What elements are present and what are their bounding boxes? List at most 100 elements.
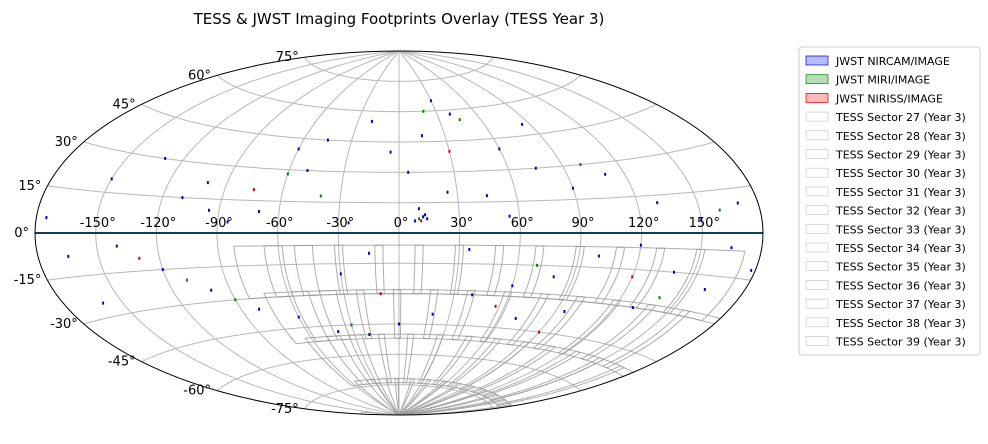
jwst-footprint-0-1 — [426, 217, 429, 221]
legend-swatch — [805, 242, 829, 253]
latitude-tick-label: -45° — [108, 355, 136, 370]
jwst-footprint-0-3 — [417, 207, 420, 211]
jwst-footprint-0-27 — [337, 330, 340, 334]
legend-label: TESS Sector 30 (Year 3) — [835, 167, 966, 180]
jwst-footprint-0-30 — [431, 312, 434, 316]
longitude-tick-label: 30° — [450, 216, 473, 231]
jwst-footprint-0-11 — [370, 119, 373, 123]
tess-sector-38-camera-1 — [628, 247, 706, 315]
jwst-footprint-1-9 — [234, 298, 237, 302]
jwst-footprint-0-23 — [161, 268, 164, 271]
parallel-line — [83, 141, 715, 173]
tess-sector-28-camera-3 — [326, 334, 382, 386]
tess-sector-39-camera-2 — [601, 309, 724, 378]
jwst-footprint-0-26 — [297, 315, 300, 319]
jwst-footprint-0-29 — [398, 322, 400, 326]
tess-sector-28-camera-1 — [263, 244, 321, 298]
legend-swatch — [805, 317, 829, 328]
jwst-footprint-0-35 — [639, 243, 642, 247]
legend: JWST NIRCAM/IMAGE JWST MIRI/IMAGE JWST NIR… — [798, 46, 981, 356]
legend-swatch — [805, 93, 829, 103]
jwst-footprint-0-43 — [226, 220, 229, 224]
jwst-footprint-0-2 — [424, 213, 427, 217]
jwst-footprint-0-31 — [471, 293, 474, 297]
longitude-tick-label: -30° — [326, 216, 354, 231]
map-boundary — [34, 50, 764, 416]
longitude-tick-label: 0° — [394, 216, 409, 231]
jwst-footprint-0-28 — [368, 333, 371, 336]
jwst-footprint-0-15 — [534, 166, 537, 170]
jwst-footprint-0-34 — [597, 254, 600, 258]
tess-sector-39-camera-1 — [662, 248, 746, 322]
parallel-line — [304, 56, 494, 82]
jwst-footprint-2-4 — [138, 256, 141, 260]
latitude-tick-label: 75° — [276, 50, 299, 65]
jwst-footprint-0-6 — [206, 181, 209, 185]
jwst-footprint-1-11 — [319, 194, 322, 198]
jwst-footprint-0-0 — [422, 215, 425, 219]
jwst-footprint-1-10 — [718, 208, 721, 212]
jwst-footprint-2-0 — [420, 219, 423, 223]
jwst-footprint-0-33 — [552, 275, 555, 279]
jwst-footprint-0-54 — [347, 221, 350, 225]
legend-swatch — [805, 55, 829, 66]
jwst-footprint-0-51 — [389, 150, 392, 154]
jwst-footprint-0-10 — [326, 138, 329, 142]
latitude-tick-label: -30° — [50, 317, 78, 332]
tess-sector-31-camera-3 — [402, 333, 444, 384]
parallel-line — [216, 353, 582, 391]
tess-sector-27-camera-1 — [233, 245, 294, 300]
jwst-footprint-0-4 — [414, 219, 417, 223]
jwst-footprint-2-2 — [494, 304, 497, 308]
legend-label: JWST NIRISS/IMAGE — [835, 92, 943, 105]
jwst-footprint-0-21 — [67, 254, 70, 258]
jwst-footprint-0-56 — [102, 301, 105, 305]
jwst-footprint-2-6 — [379, 292, 382, 296]
jwst-footprint-0-47 — [110, 177, 113, 181]
tess-sector-33-camera-1 — [449, 244, 505, 297]
latitude-tick-label: 60° — [188, 68, 211, 83]
parallel-line — [216, 75, 582, 113]
longitude-tick-label: 60° — [511, 216, 534, 231]
legend-label: JWST NIRCAM/IMAGE — [835, 55, 950, 68]
jwst-footprint-1-4 — [185, 278, 188, 282]
tess-sector-30-camera-3 — [377, 333, 415, 384]
legend-label: TESS Sector 35 (Year 3) — [835, 261, 966, 274]
jwst-footprint-0-13 — [448, 112, 451, 116]
latitude-tick-label: 45° — [113, 97, 136, 112]
tess-sector-34-camera-3 — [445, 337, 530, 390]
latitude-tick-label: -15° — [14, 273, 42, 288]
jwst-footprint-0-17 — [604, 172, 607, 176]
latitude-tick-label: -75° — [271, 402, 299, 417]
tess-sector-33-camera-2 — [451, 290, 513, 343]
jwst-footprint-1-7 — [658, 296, 661, 300]
jwst-footprint-0-40 — [446, 190, 449, 194]
latitude-tick-labels: -75° -60° -45° -30° -15° 0° 15° 30° 45° 60° 75° — [14, 50, 299, 417]
latitude-tick-label: -60° — [183, 384, 211, 399]
jwst-footprint-layer — [45, 99, 753, 336]
chart-title: TESS & JWST Imaging Footprints Overlay (… — [193, 10, 605, 28]
longitude-tick-label: -90° — [205, 216, 233, 231]
jwst-footprint-1-5 — [536, 263, 539, 267]
jwst-footprint-0-52 — [420, 134, 423, 138]
legend-label: TESS Sector 32 (Year 3) — [835, 205, 966, 218]
parallel-line — [47, 185, 751, 204]
tess-sector-32-camera-3 — [417, 334, 474, 386]
longitude-tick-label: 150° — [689, 216, 720, 231]
jwst-footprint-0-50 — [407, 170, 410, 174]
jwst-footprint-0-24 — [210, 288, 213, 292]
jwst-footprint-0-25 — [258, 307, 261, 311]
latitude-tick-label: 0° — [14, 226, 29, 241]
jwst-footprint-0-46 — [164, 157, 167, 160]
jwst-footprint-0-53 — [508, 214, 511, 218]
jwst-footprint-0-16 — [571, 186, 574, 190]
jwst-footprint-0-22 — [115, 244, 118, 248]
jwst-footprint-0-55 — [468, 247, 471, 251]
latitude-tick-label: 30° — [55, 135, 78, 150]
jwst-footprint-0-36 — [673, 270, 675, 274]
jwst-footprint-1-2 — [458, 118, 461, 122]
legend-label: TESS Sector 27 (Year 3) — [835, 111, 966, 124]
jwst-footprint-0-14 — [498, 147, 501, 151]
jwst-footprint-0-45 — [563, 310, 566, 313]
